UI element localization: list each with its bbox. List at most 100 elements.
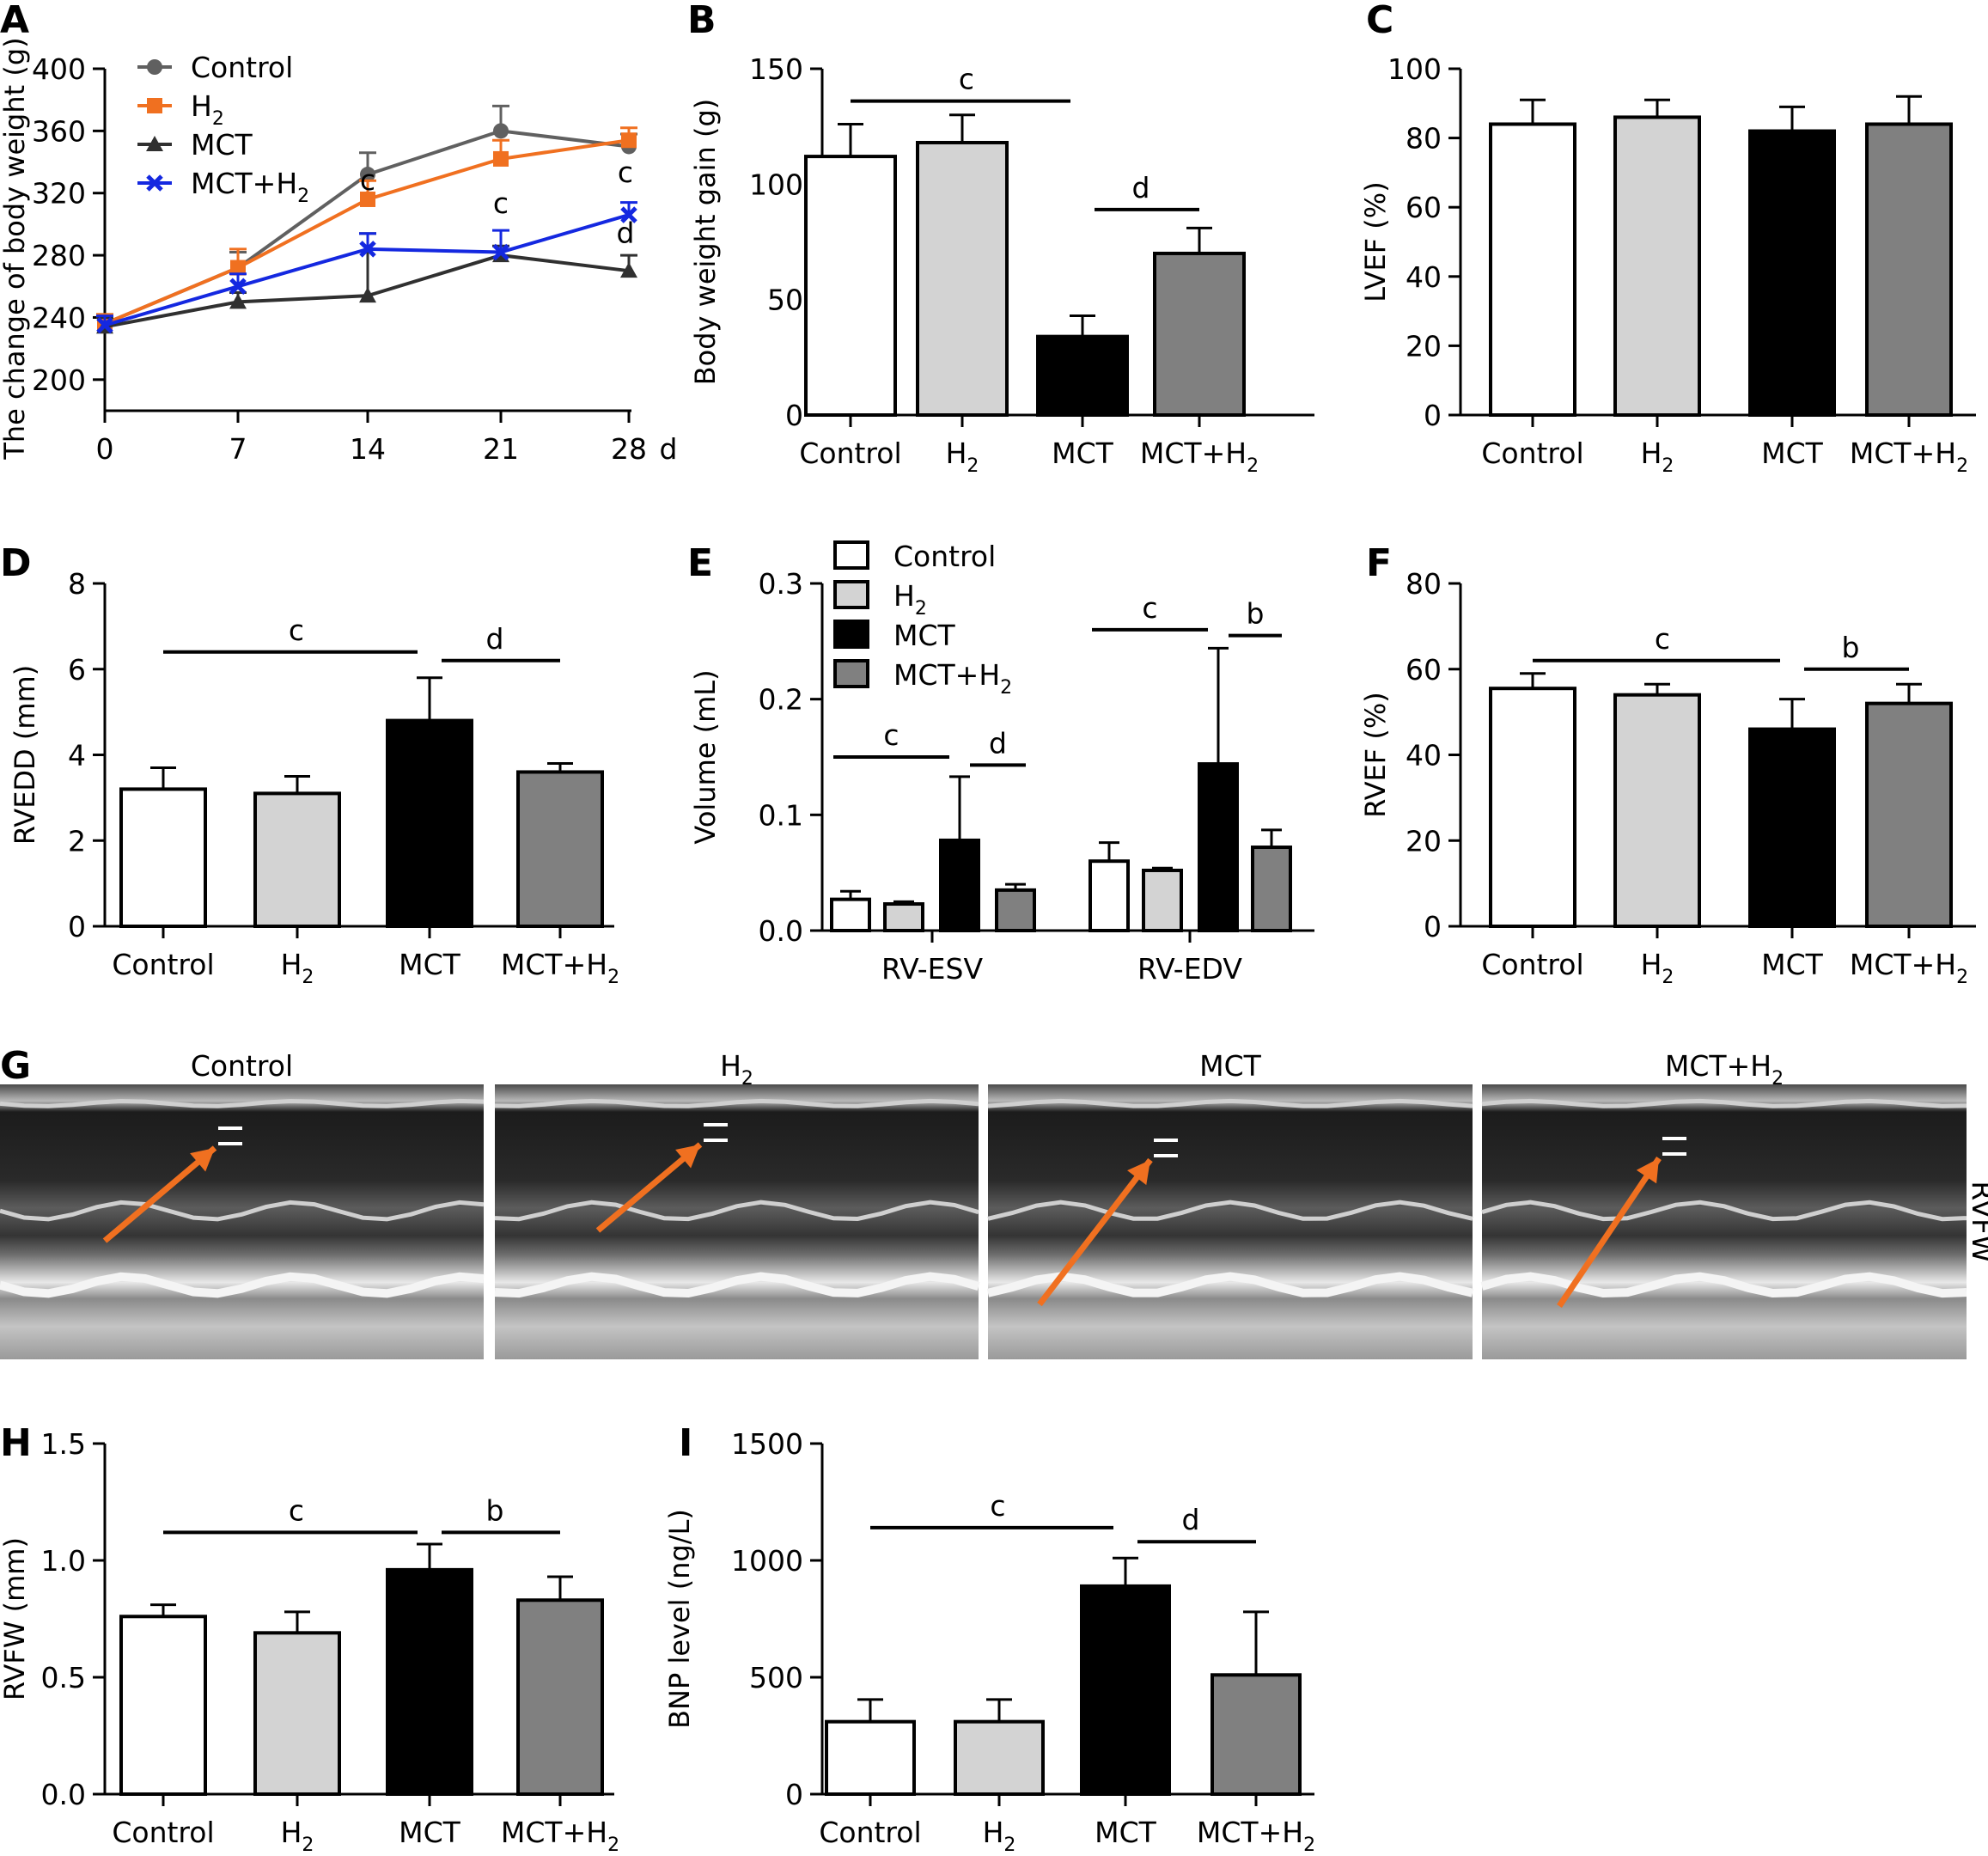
panel-I-y-tick-label: 500 (749, 1661, 803, 1694)
legend-swatch (833, 580, 869, 609)
panel-I-x-tick-label: Control (819, 1816, 921, 1849)
panel-H-x-tick-label: Control (112, 1816, 214, 1849)
panel-A-y-tick-label: 240 (32, 301, 86, 334)
panel-H-y-axis-title: RVFW (mm) (0, 1537, 31, 1700)
panel-A-y-tick-label: 280 (32, 239, 86, 272)
panel-B-y-tick-label: 50 (767, 284, 803, 317)
panel-B-x-tick-label: H2 (946, 437, 979, 477)
panel-C-x-tick-label: MCT+H2 (1850, 437, 1968, 477)
panel-A-significance-label: c (618, 156, 633, 189)
panel-A-point (621, 132, 637, 149)
panel-A-x-tick-label: 14 (350, 432, 386, 466)
panel-D-significance-label: c (289, 614, 304, 647)
panel-E-significance-label: b (1247, 597, 1265, 631)
panel-F-y-axis-title: RVEF (%) (1359, 692, 1392, 818)
panel-E-bar-h2 (883, 902, 924, 932)
panel-F-y-tick-label: 20 (1406, 824, 1442, 858)
legend-label-mct: MCT (893, 619, 956, 652)
legend-marker (147, 98, 162, 113)
panel-D-y-tick-label: 8 (68, 567, 86, 601)
panel-A-point (360, 167, 375, 183)
panel-label-i: I (679, 1421, 692, 1465)
panel-D-x-tick-label: MCT (399, 948, 461, 981)
echo-interface-line (0, 1200, 485, 1222)
echo-rvfw-side-label: RVFW (1966, 1181, 1988, 1262)
panel-B-bar-mct (1036, 334, 1129, 417)
panel-E-x-tick-label: RV-ESV (881, 952, 983, 986)
panel-B-y-tick-label: 100 (749, 168, 803, 201)
panel-F-x-tick-label: MCT+H2 (1850, 948, 1968, 988)
legend-label-h2: H2 (893, 579, 927, 620)
panel-A-point (229, 293, 247, 309)
echo-interface-line (1481, 1098, 1967, 1108)
panel-B-x-tick-label: MCT (1052, 437, 1114, 470)
panel-A-x-tick-label: 28 (611, 432, 647, 466)
panel-I-bar-mct (1080, 1584, 1171, 1797)
panel-E-bar-h2 (1142, 868, 1183, 932)
panel-F-bar-control (1489, 687, 1576, 928)
panel-B-significance-label: c (959, 63, 974, 96)
panel-F-x-tick-label: H2 (1641, 948, 1674, 988)
panel-D-significance-label: d (486, 622, 504, 656)
panel-A-significance-label: c (493, 186, 509, 220)
legend-label-mct-h2: MCT+H2 (191, 167, 309, 207)
echo-arrow (102, 1145, 217, 1243)
echo-arrow (1037, 1157, 1153, 1307)
panel-E-y-tick-label: 0.0 (759, 914, 803, 948)
panel-D-bar-mct (386, 718, 473, 928)
panel-C-y-axis: 0 20 40 60 80 100 (1387, 52, 1462, 432)
panel-I-y-tick-label: 1500 (731, 1427, 803, 1461)
panel-D-y-tick-label: 0 (68, 910, 86, 943)
panel-H-x-tick-label: H2 (281, 1816, 314, 1856)
panel-A-point (493, 123, 509, 139)
panel-D-x-tick-label: MCT+H2 (501, 948, 619, 988)
panel-B-x-tick-label: Control (799, 437, 901, 470)
legend-label-control: Control (893, 540, 996, 573)
panel-C-bar-mct-h2 (1865, 122, 1953, 417)
panel-H-significance-label: c (289, 1493, 304, 1527)
panel-A-y-tick-label: 320 (32, 177, 86, 211)
panel-H-x-tick-label: MCT+H2 (501, 1816, 619, 1856)
panel-E-bar-mct-h2 (995, 888, 1036, 933)
panel-A-x-tick-label: 7 (229, 432, 247, 466)
panel-A-point (493, 150, 509, 167)
echo-arrow-head (675, 1145, 700, 1169)
panel-E-significance-label: c (1142, 591, 1157, 625)
panel-D-y-axis-title: RVEDD (mm) (9, 665, 41, 845)
echo-title-mct-h2: MCT+H2 (1665, 1049, 1784, 1090)
panel-E-x-tick-label: RV-EDV (1137, 952, 1242, 986)
panel-C-bar-h2 (1613, 115, 1701, 417)
panel-A-y-tick-label: 360 (32, 114, 86, 148)
echo-image-mct-h2 (1480, 1084, 1967, 1359)
panel-label-g: G (0, 1044, 31, 1088)
panel-C-y-axis-title: LVEF (%) (1359, 181, 1392, 302)
panel-C-x-tick-label: MCT (1761, 437, 1824, 470)
panel-A-y-tick-label: 200 (32, 363, 86, 397)
echo-interface-line (986, 1272, 1474, 1297)
legend-label-h2: H2 (191, 89, 224, 130)
echo-image-h2 (494, 1084, 980, 1359)
panel-F-bar-h2 (1613, 693, 1701, 928)
panel-C-y-tick-label: 80 (1406, 122, 1442, 156)
panel-E-y-tick-label: 0.2 (759, 683, 803, 717)
panel-A-point-b (620, 206, 637, 223)
legend-marker-b (146, 174, 163, 192)
panel-A-series-mct-h2 (96, 201, 637, 334)
legend-label-control: Control (191, 51, 293, 84)
echo-arrow (1557, 1157, 1662, 1308)
legend-swatch (833, 659, 869, 688)
echo-arrow-head (1127, 1160, 1150, 1186)
legend-swatch (833, 620, 869, 649)
panel-E-bar-mct (1198, 762, 1239, 933)
echo-interface-line (987, 1098, 1473, 1108)
panel-B-y-axis-title: Body weight gain (g) (689, 99, 722, 386)
panel-C-y-tick-label: 20 (1406, 329, 1442, 363)
panel-A-y-tick-label: 400 (32, 52, 86, 86)
panel-H-significance-label: b (486, 1493, 504, 1527)
panel-F-bar-mct (1748, 727, 1836, 929)
panel-A-x-unit: d (660, 432, 678, 466)
echo-frame (495, 1084, 979, 1359)
legend-label-mct-h2: MCT+H2 (893, 658, 1012, 699)
legend-label-mct: MCT (191, 128, 253, 162)
panel-C-y-tick-label: 60 (1406, 191, 1442, 224)
